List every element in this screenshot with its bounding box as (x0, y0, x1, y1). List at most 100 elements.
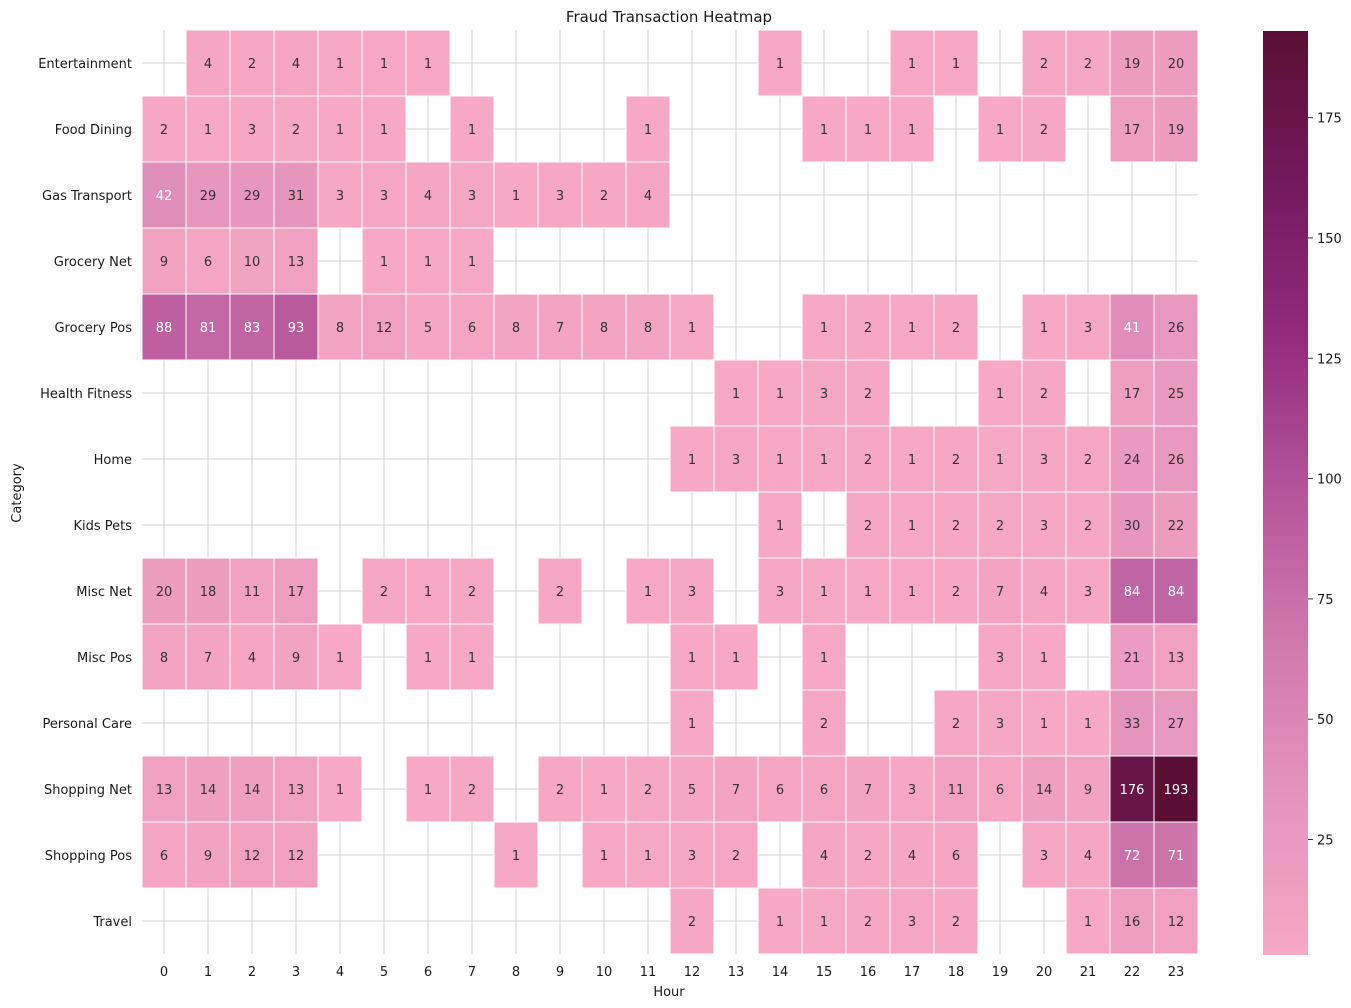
heatmap-cell (581, 161, 627, 229)
cell-value-label: 88 (156, 321, 173, 336)
x-tick-label: 19 (992, 965, 1009, 980)
heatmap-cell (669, 821, 715, 889)
cell-value-label: 3 (556, 189, 564, 204)
cell-value-label: 29 (244, 189, 261, 204)
heatmap-cell (845, 491, 891, 559)
cell-value-label: 193 (1164, 783, 1189, 798)
heatmap-cell (669, 293, 715, 361)
x-tick-label: 17 (904, 965, 921, 980)
chart-title: Fraud Transaction Heatmap (566, 8, 772, 26)
heatmap-cell (977, 95, 1023, 163)
cell-value-label: 2 (952, 321, 960, 336)
heatmap-cell (185, 161, 231, 229)
heatmap-cell (317, 623, 363, 691)
heatmap-cell (273, 821, 319, 889)
y-tick-label: Travel (92, 915, 132, 930)
cell-value-label: 2 (952, 519, 960, 534)
cell-value-label: 1 (1084, 717, 1092, 732)
heatmap-cell (1109, 689, 1155, 757)
heatmap-cell (141, 755, 187, 823)
cell-value-label: 3 (1040, 849, 1048, 864)
heatmap-cell (1109, 755, 1155, 823)
cell-value-label: 12 (244, 849, 261, 864)
cell-value-label: 2 (556, 783, 564, 798)
cell-value-label: 4 (908, 849, 916, 864)
heatmap-cell (273, 161, 319, 229)
x-tick-label: 8 (512, 965, 520, 980)
y-tick-label: Misc Net (76, 585, 132, 600)
heatmap-cell (493, 821, 539, 889)
cell-value-label: 1 (776, 519, 784, 534)
cell-value-label: 2 (996, 519, 1004, 534)
heatmap-cell (977, 491, 1023, 559)
cell-value-label: 2 (952, 585, 960, 600)
x-tick-label: 12 (684, 965, 701, 980)
x-tick-label: 18 (948, 965, 965, 980)
heatmap-cell (581, 755, 627, 823)
heatmap-cell (933, 29, 979, 97)
cell-value-label: 3 (336, 189, 344, 204)
cell-value-label: 176 (1120, 783, 1145, 798)
heatmap-cell (1021, 29, 1067, 97)
x-tick-label: 23 (1168, 965, 1185, 980)
cell-value-label: 3 (688, 585, 696, 600)
cell-value-label: 9 (204, 849, 212, 864)
heatmap-cell (889, 755, 935, 823)
heatmap-cell (1153, 95, 1199, 163)
cell-value-label: 3 (776, 585, 784, 600)
heatmap-cell (1153, 755, 1199, 823)
heatmap-cell (405, 161, 451, 229)
heatmap-cell (229, 755, 275, 823)
cell-value-label: 1 (1084, 915, 1092, 930)
cell-value-label: 1 (1040, 321, 1048, 336)
cell-value-label: 2 (864, 849, 872, 864)
heatmap-cell (1065, 755, 1111, 823)
heatmap-cell (141, 161, 187, 229)
cell-value-label: 71 (1168, 849, 1185, 864)
cell-value-label: 1 (204, 123, 212, 138)
heatmap-cell (1153, 887, 1199, 955)
cell-value-label: 1 (424, 585, 432, 600)
heatmap-cell (1109, 557, 1155, 625)
cell-value-label: 1 (908, 585, 916, 600)
heatmap-cell (317, 95, 363, 163)
heatmap-cell (757, 557, 803, 625)
heatmap-cell (405, 293, 451, 361)
heatmap-cell (889, 425, 935, 493)
cell-value-label: 13 (156, 783, 173, 798)
x-tick-label: 1 (204, 965, 212, 980)
cell-value-label: 84 (1168, 585, 1185, 600)
cell-value-label: 2 (556, 585, 564, 600)
heatmap-cell (669, 557, 715, 625)
heatmap-cell (1109, 425, 1155, 493)
cell-value-label: 1 (908, 321, 916, 336)
heatmap-cell (1109, 359, 1155, 427)
heatmap-cell (713, 359, 759, 427)
cell-value-label: 6 (820, 783, 828, 798)
cell-value-label: 2 (1040, 57, 1048, 72)
heatmap-cell (537, 557, 583, 625)
heatmap-cell (273, 29, 319, 97)
cell-value-label: 1 (820, 123, 828, 138)
cell-value-label: 30 (1124, 519, 1141, 534)
heatmap-cell (141, 95, 187, 163)
heatmap-cell (933, 689, 979, 757)
cell-value-label: 2 (1040, 387, 1048, 402)
cell-value-label: 83 (244, 321, 261, 336)
heatmap-cell (801, 557, 847, 625)
cell-value-label: 2 (732, 849, 740, 864)
cell-value-label: 1 (468, 123, 476, 138)
heatmap-cell (977, 623, 1023, 691)
cell-value-label: 1 (820, 651, 828, 666)
cell-value-label: 1 (776, 915, 784, 930)
colorbar-ticks: 25 50 75 100 125 150 175 (1308, 112, 1342, 849)
cell-value-label: 3 (1040, 453, 1048, 468)
cell-value-label: 6 (468, 321, 476, 336)
cell-value-label: 1 (908, 123, 916, 138)
colorbar-tick-label: 25 (1317, 834, 1334, 849)
cell-value-label: 1 (424, 57, 432, 72)
cell-value-label: 4 (1084, 849, 1092, 864)
cell-value-label: 16 (1124, 915, 1141, 930)
cell-value-label: 6 (952, 849, 960, 864)
cell-value-label: 2 (160, 123, 168, 138)
